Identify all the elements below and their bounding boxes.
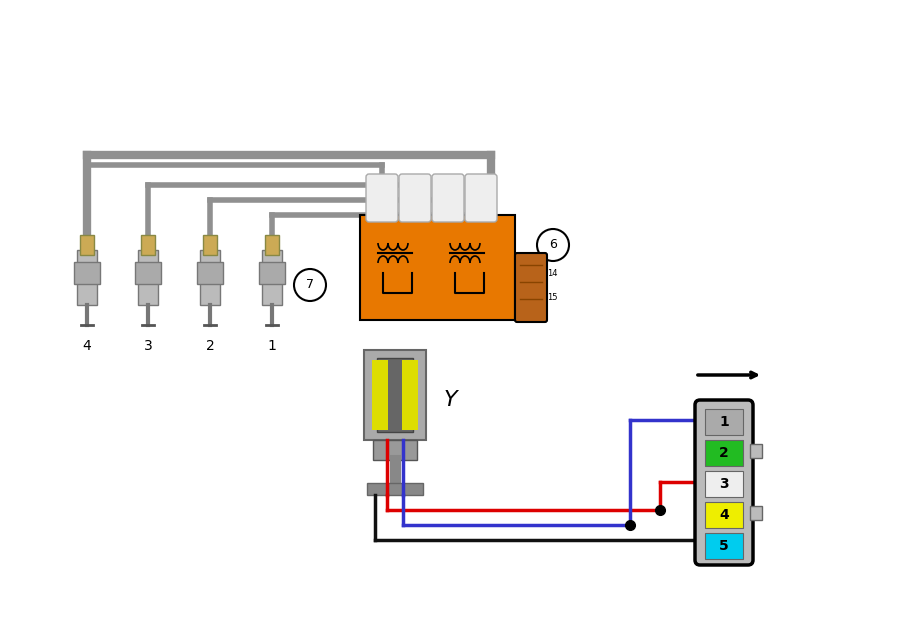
- Text: 6: 6: [549, 239, 557, 251]
- Text: 2: 2: [206, 339, 214, 353]
- Text: Y: Y: [444, 390, 456, 410]
- Text: 4: 4: [719, 508, 729, 522]
- Bar: [197, 262, 223, 284]
- FancyBboxPatch shape: [465, 174, 497, 222]
- Text: 7: 7: [306, 279, 314, 291]
- Bar: [750, 506, 762, 520]
- Text: 3: 3: [143, 339, 152, 353]
- Bar: [360, 215, 515, 320]
- Bar: [705, 502, 743, 528]
- Text: 5: 5: [719, 539, 729, 553]
- Bar: [77, 250, 97, 305]
- Bar: [74, 262, 100, 284]
- Bar: [203, 235, 217, 255]
- Bar: [705, 471, 743, 497]
- Bar: [402, 360, 418, 430]
- Bar: [262, 250, 282, 305]
- Bar: [80, 235, 94, 255]
- Bar: [135, 262, 161, 284]
- Bar: [705, 409, 743, 435]
- Text: 2: 2: [719, 446, 729, 460]
- Bar: [364, 350, 426, 440]
- FancyBboxPatch shape: [432, 174, 464, 222]
- FancyBboxPatch shape: [366, 174, 398, 222]
- Text: 4: 4: [82, 339, 91, 353]
- Bar: [367, 483, 423, 495]
- Bar: [138, 250, 158, 305]
- Text: 15: 15: [547, 293, 557, 302]
- Text: 14: 14: [547, 269, 557, 277]
- Bar: [259, 262, 285, 284]
- FancyBboxPatch shape: [399, 174, 431, 222]
- FancyBboxPatch shape: [695, 400, 753, 565]
- Text: 1: 1: [268, 339, 276, 353]
- Text: 1: 1: [719, 415, 729, 429]
- Bar: [200, 250, 220, 305]
- Bar: [373, 440, 417, 460]
- Bar: [705, 533, 743, 559]
- Bar: [141, 235, 155, 255]
- Bar: [265, 235, 279, 255]
- Bar: [372, 360, 388, 430]
- Bar: [377, 358, 413, 432]
- Text: 3: 3: [719, 477, 729, 491]
- FancyBboxPatch shape: [515, 253, 547, 322]
- Bar: [705, 440, 743, 466]
- Bar: [750, 444, 762, 458]
